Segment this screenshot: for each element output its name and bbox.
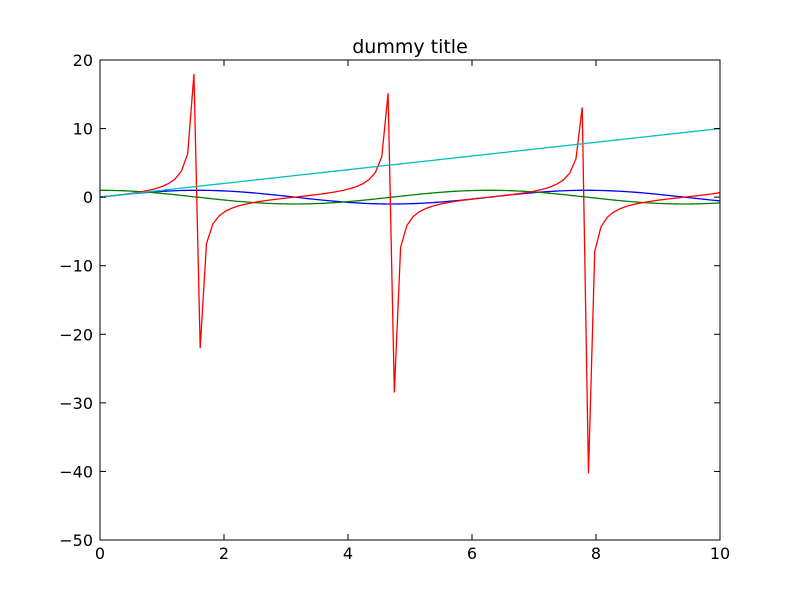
series-line-tan (99, 73, 721, 474)
y-tick-label: −40 (59, 462, 93, 481)
x-tick-label: 8 (591, 544, 601, 563)
series-layer (99, 73, 721, 474)
x-tick-label: 2 (219, 544, 229, 563)
x-tick-label: 10 (710, 544, 730, 563)
series-line-sin (99, 189, 721, 205)
x-axis: 0 2 4 6 8 10 (95, 60, 730, 563)
y-tick-label: 10 (73, 120, 93, 139)
y-tick-label: 20 (73, 51, 93, 70)
chart-title: dummy title (352, 36, 468, 58)
y-tick-label: −10 (59, 257, 93, 276)
y-tick-label: −30 (59, 394, 93, 413)
y-tick-label: −20 (59, 325, 93, 344)
series-line-linear (99, 127, 721, 198)
series-line-cos (100, 189, 721, 205)
y-tick-label: 0 (83, 188, 93, 207)
plot-frame (99, 59, 721, 541)
y-tick-label: −50 (59, 531, 93, 550)
x-tick-label: 6 (467, 544, 477, 563)
x-tick-label: 4 (343, 544, 353, 563)
x-tick-label: 0 (95, 544, 105, 563)
y-axis: 20 10 0 −10 −20 −30 −40 −50 (59, 51, 720, 550)
